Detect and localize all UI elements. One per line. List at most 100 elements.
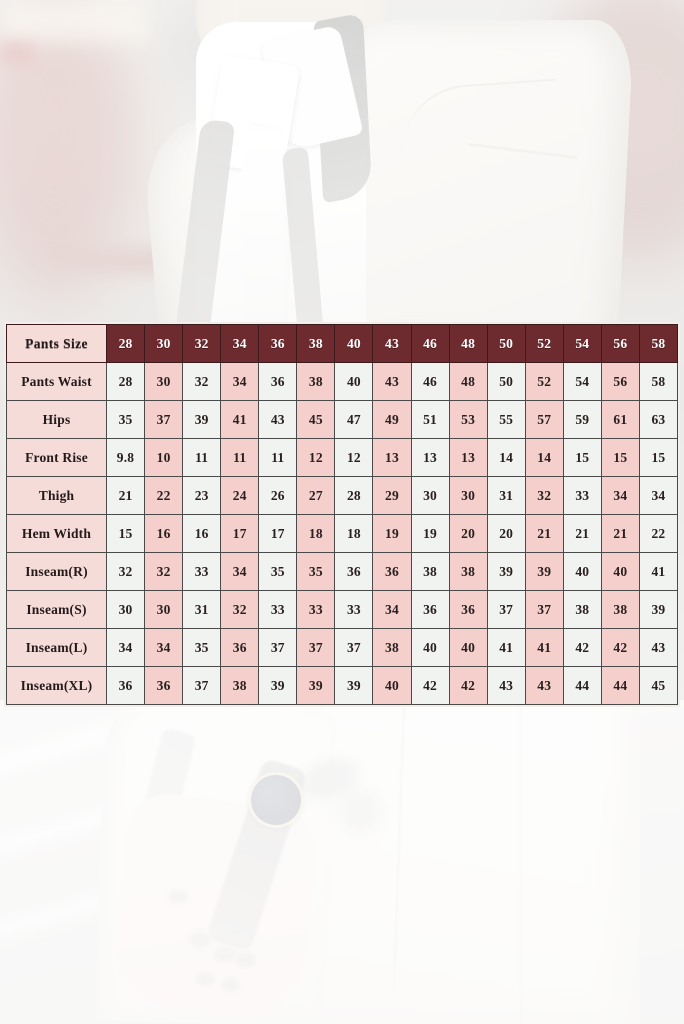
row-label-hips: Hips bbox=[6, 400, 107, 439]
cell: 30 bbox=[105, 590, 146, 629]
cell: 30 bbox=[448, 476, 488, 515]
cell: 49 bbox=[372, 400, 412, 439]
finger-tattoo bbox=[168, 890, 188, 904]
table-row: Inseam(L) 34 34 35 36 37 37 37 38 40 40 41 41 42 42 43 bbox=[6, 628, 679, 667]
hand-and-watch-scene bbox=[0, 689, 684, 1024]
cell: 45 bbox=[296, 400, 336, 439]
cell: 38 bbox=[372, 628, 412, 667]
cell: 22 bbox=[144, 476, 184, 515]
cell: 33 bbox=[296, 590, 336, 629]
cell: 11 bbox=[220, 438, 260, 477]
cell: 42 bbox=[448, 666, 488, 705]
cell: 39 bbox=[638, 590, 679, 629]
cell: 36 bbox=[144, 666, 184, 705]
table-row: Inseam(S) 30 30 31 32 33 33 33 34 36 36 37 37 38 38 39 bbox=[6, 590, 679, 629]
cell: 17 bbox=[258, 514, 298, 553]
header-row: Pants Size 28 30 32 34 36 38 40 43 46 48 50 52 54 56 5… bbox=[6, 324, 679, 363]
cell: 37 bbox=[334, 628, 374, 667]
cell: 37 bbox=[182, 666, 222, 705]
cell: 36 bbox=[410, 590, 450, 629]
cell: 42 bbox=[600, 628, 640, 667]
size-header-38: 38 bbox=[296, 324, 336, 363]
cell: 42 bbox=[410, 666, 450, 705]
cell: 43 bbox=[372, 362, 412, 401]
size-header-48: 48 bbox=[448, 324, 488, 363]
cell: 37 bbox=[486, 590, 526, 629]
cell: 37 bbox=[258, 628, 298, 667]
cell: 38 bbox=[220, 666, 260, 705]
size-header-32: 32 bbox=[182, 324, 222, 363]
cell: 36 bbox=[258, 362, 298, 401]
size-header-58: 58 bbox=[638, 324, 679, 363]
cell: 34 bbox=[600, 476, 640, 515]
cell: 34 bbox=[638, 476, 679, 515]
cell: 43 bbox=[638, 628, 679, 667]
cell: 59 bbox=[562, 400, 602, 439]
cell: 40 bbox=[448, 628, 488, 667]
cell: 15 bbox=[562, 438, 602, 477]
cell: 19 bbox=[372, 514, 412, 553]
cell: 38 bbox=[410, 552, 450, 591]
row-label-inseaml: Inseam(L) bbox=[6, 628, 107, 667]
cell: 36 bbox=[334, 552, 374, 591]
cell: 27 bbox=[296, 476, 336, 515]
cell: 58 bbox=[638, 362, 679, 401]
row-label-front-rise: Front Rise bbox=[6, 438, 107, 477]
cell: 34 bbox=[144, 628, 184, 667]
cell: 47 bbox=[334, 400, 374, 439]
cell: 33 bbox=[182, 552, 222, 591]
cell: 39 bbox=[486, 552, 526, 591]
cell: 32 bbox=[182, 362, 222, 401]
size-header-50: 50 bbox=[486, 324, 526, 363]
cell: 42 bbox=[562, 628, 602, 667]
size-header-54: 54 bbox=[562, 324, 602, 363]
cell: 63 bbox=[638, 400, 679, 439]
row-label-inseams: Inseam(S) bbox=[6, 590, 107, 629]
table-body: Pants Waist 28 30 32 34 36 38 40 43 46 48 50 52 54 56 5… bbox=[6, 362, 679, 705]
cell: 38 bbox=[600, 590, 640, 629]
cell: 33 bbox=[258, 590, 298, 629]
cell: 38 bbox=[562, 590, 602, 629]
cell: 33 bbox=[562, 476, 602, 515]
row-label-inseamr: Inseam(R) bbox=[6, 552, 107, 591]
cell: 15 bbox=[105, 514, 146, 553]
cell: 28 bbox=[334, 476, 374, 515]
cell: 35 bbox=[258, 552, 298, 591]
watch-face bbox=[248, 772, 304, 828]
size-chart-container: Pants Size 28 30 32 34 36 38 40 43 46 48 50 52 54 56 5… bbox=[4, 322, 680, 707]
size-header-34: 34 bbox=[220, 324, 260, 363]
cell: 17 bbox=[220, 514, 260, 553]
cell: 29 bbox=[372, 476, 412, 515]
finger-tattoo bbox=[214, 946, 236, 962]
cell: 35 bbox=[296, 552, 336, 591]
cell: 16 bbox=[144, 514, 184, 553]
cell: 48 bbox=[448, 362, 488, 401]
cell: 23 bbox=[182, 476, 222, 515]
cell: 12 bbox=[296, 438, 336, 477]
cell: 40 bbox=[334, 362, 374, 401]
finger-tattoo bbox=[196, 972, 214, 986]
cell: 37 bbox=[144, 400, 184, 439]
cell: 43 bbox=[258, 400, 298, 439]
cell: 32 bbox=[144, 552, 184, 591]
cell: 43 bbox=[524, 666, 564, 705]
cell: 41 bbox=[220, 400, 260, 439]
cell: 40 bbox=[372, 666, 412, 705]
table-row: Inseam(XL) 36 36 37 38 39 39 39 40 42 42 43 43 44 44 45 bbox=[6, 666, 679, 705]
size-header-30: 30 bbox=[144, 324, 184, 363]
cell: 14 bbox=[486, 438, 526, 477]
cell: 41 bbox=[638, 552, 679, 591]
finger-tattoo bbox=[222, 978, 240, 992]
cell: 52 bbox=[524, 362, 564, 401]
row-label-pants-waist: Pants Waist bbox=[6, 362, 107, 401]
cell: 18 bbox=[296, 514, 336, 553]
cell: 11 bbox=[182, 438, 222, 477]
row-label-hem-width: Hem Width bbox=[6, 514, 107, 553]
cell: 53 bbox=[448, 400, 488, 439]
cell: 46 bbox=[410, 362, 450, 401]
cell: 35 bbox=[105, 400, 146, 439]
cell: 61 bbox=[600, 400, 640, 439]
cell: 40 bbox=[600, 552, 640, 591]
cell: 32 bbox=[105, 552, 146, 591]
header-label-pants-size: Pants Size bbox=[6, 324, 107, 363]
